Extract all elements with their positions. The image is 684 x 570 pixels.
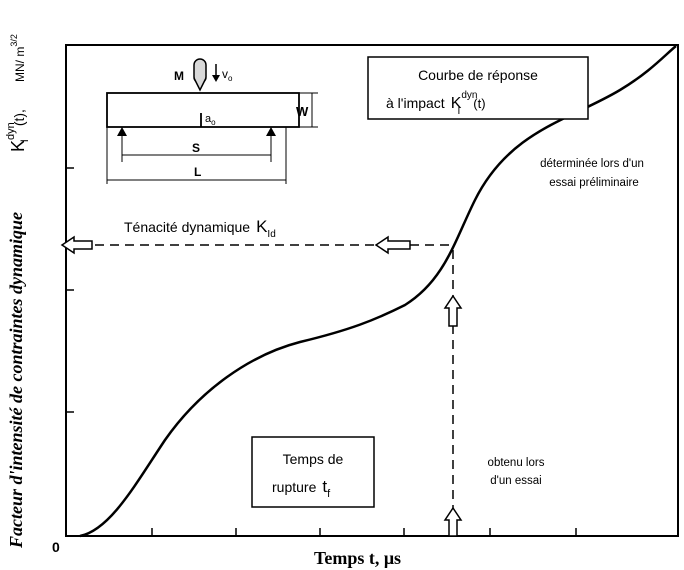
span-label: S [192, 141, 200, 155]
x-axis-ticks [151, 528, 577, 536]
trial-note-line2: d'un essai [490, 475, 541, 487]
width-label: W [296, 104, 309, 119]
y-axis-ticks [66, 167, 74, 413]
arrow-left-on-axis [60, 235, 93, 255]
velocity-label: vo [222, 67, 233, 83]
support-right [266, 127, 276, 136]
response-curve-box: Courbe de réponse à l'impact Kdyn I(t) [367, 56, 589, 120]
response-curve [79, 45, 677, 538]
y-axis-label: Facteur d'intensité de contraintes dynam… [6, 212, 26, 549]
beam [106, 92, 300, 128]
preliminary-note-line2: essai préliminaire [549, 177, 638, 189]
rupture-time-box: Temps de rupture tf [251, 436, 375, 508]
specimen-sketch: M vo ao W S L [106, 58, 318, 184]
rupture-box-line1: Temps de [283, 451, 344, 467]
response-box-subtitle: à l'impact Kdyn I(t) [386, 90, 486, 117]
x-axis-label: Temps t, μs [314, 548, 401, 568]
preliminary-note-line1: déterminée lors d'un [540, 158, 644, 170]
support-left [117, 127, 127, 136]
arrow-left-mid [374, 235, 411, 255]
arrow-up-bottom [443, 506, 463, 537]
crack-label: ao [205, 113, 216, 127]
arrow-up-mid [443, 294, 463, 327]
mass-label: M [174, 69, 184, 83]
y-axis-unit: MN/ m3/2 [9, 34, 27, 82]
rupture-box-line2: rupture tf [272, 477, 331, 500]
y-axis-label-group: Facteur d'intensité de contraintes dynam… [5, 34, 31, 549]
svg-text:Facteur d'intensité de contrai: Facteur d'intensité de contraintes dynam… [6, 212, 26, 549]
origin-label: 0 [52, 539, 60, 555]
length-label: L [194, 165, 201, 179]
y-axis-symbol: KdynI(t), [5, 109, 31, 152]
response-box-title: Courbe de réponse [418, 67, 538, 83]
trial-note-line1: obtenu lors [488, 457, 545, 469]
toughness-label: Ténacité dynamique KId [124, 217, 276, 240]
